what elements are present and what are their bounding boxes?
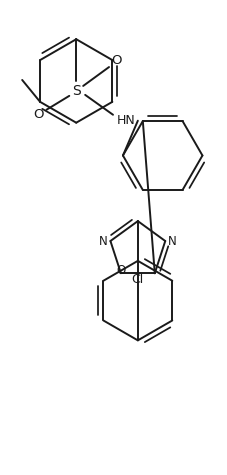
Text: Cl: Cl bbox=[132, 273, 144, 286]
Text: O: O bbox=[116, 264, 126, 277]
Text: O: O bbox=[112, 54, 122, 67]
Text: N: N bbox=[99, 235, 108, 247]
Text: HN: HN bbox=[116, 114, 135, 127]
Text: O: O bbox=[33, 108, 44, 121]
Text: N: N bbox=[168, 235, 177, 247]
Text: S: S bbox=[72, 84, 81, 98]
